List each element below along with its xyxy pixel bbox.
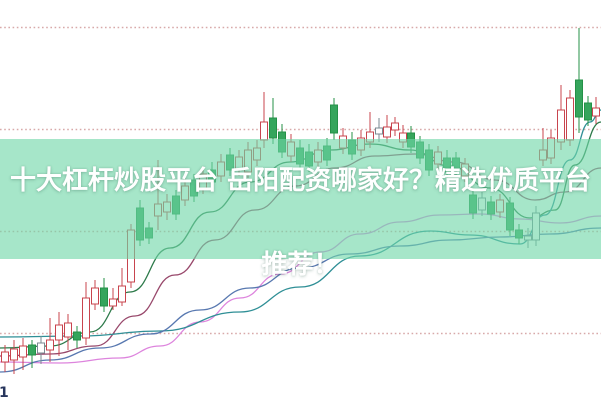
headline-text: 十大杠杆炒股平台 岳阳配资哪家好？精选优质平台 推荐！ <box>0 160 601 286</box>
watermark-digit: 1 <box>0 385 9 401</box>
headline-line-2: 推荐！ <box>261 250 340 280</box>
title-overlay-band <box>0 139 601 259</box>
headline-line-1: 十大杠杆炒股平台 岳阳配资哪家好？精选优质平台 <box>9 166 592 196</box>
